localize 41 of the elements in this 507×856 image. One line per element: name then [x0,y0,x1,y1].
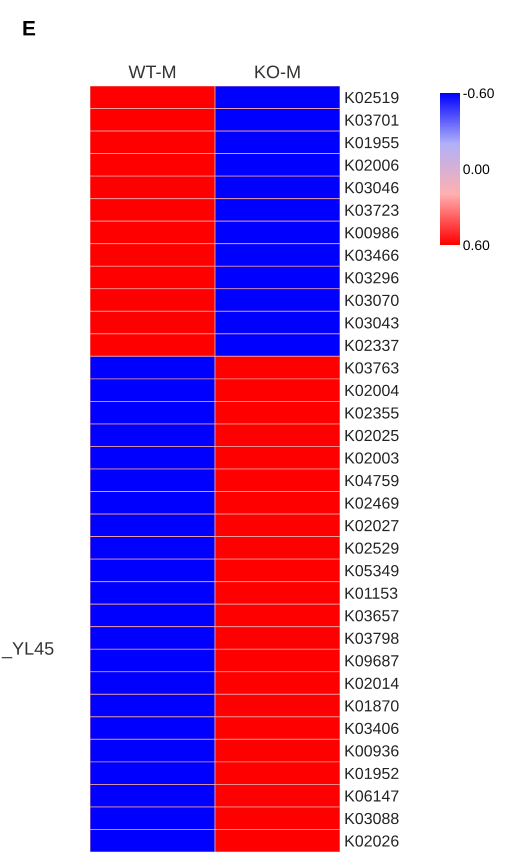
y-tick-label: K01952 [345,768,398,780]
y-tick-label: K02469 [345,497,398,509]
y-tick-label: K03070 [345,294,399,306]
y-tick-label: K06147 [345,790,398,802]
y-tick-label: K03046 [345,182,399,194]
color-bar-label: 0.60 [463,240,490,250]
y-tick-label: K02529 [345,542,398,554]
text: _YL45 [2,642,54,658]
y-tick-label: K03798 [345,632,399,644]
y-tick-label: K03088 [345,812,399,824]
x-tick-label: WT-M [128,66,176,78]
y-tick-label: K04759 [345,474,398,486]
y-tick-label: K02003 [345,452,399,464]
y-tick-label: K09687 [345,655,398,666]
x-tick-label: KO-M [255,65,300,78]
y-tick-label: K02026 [345,835,399,847]
chart-title: E [23,21,36,36]
y-tick-label: K00986 [345,227,399,238]
y-tick-label: K02006 [345,159,399,171]
y-tick-label: K03701 [345,114,398,126]
y-tick-label: K01153 [345,588,398,599]
color-bar-label: 0.00 [463,164,490,174]
y-tick-label: K02004 [345,384,399,396]
y-tick-label: K00936 [345,745,399,757]
y-tick-label: K02027 [345,520,398,532]
y-tick-label: K01870 [345,700,399,712]
y-tick-label: K02025 [345,430,399,442]
y-tick-label: K02337 [345,340,398,352]
color-bar-label: -0.60 [463,88,494,98]
y-tick-label: K03406 [345,722,399,734]
y-tick-label: K02014 [345,678,399,689]
y-tick-label: K02519 [345,92,398,104]
y-tick-label: K02355 [345,407,399,419]
y-tick-label: K03296 [345,272,399,284]
y-tick-label: K05349 [345,565,398,576]
y-tick-label: K03763 [345,362,399,374]
y-tick-label: K03043 [345,317,399,329]
y-tick-label: K03657 [345,610,398,622]
y-tick-label: K03723 [345,204,399,216]
y-tick-label: K01955 [345,136,399,148]
y-tick-label: K03466 [345,250,399,261]
